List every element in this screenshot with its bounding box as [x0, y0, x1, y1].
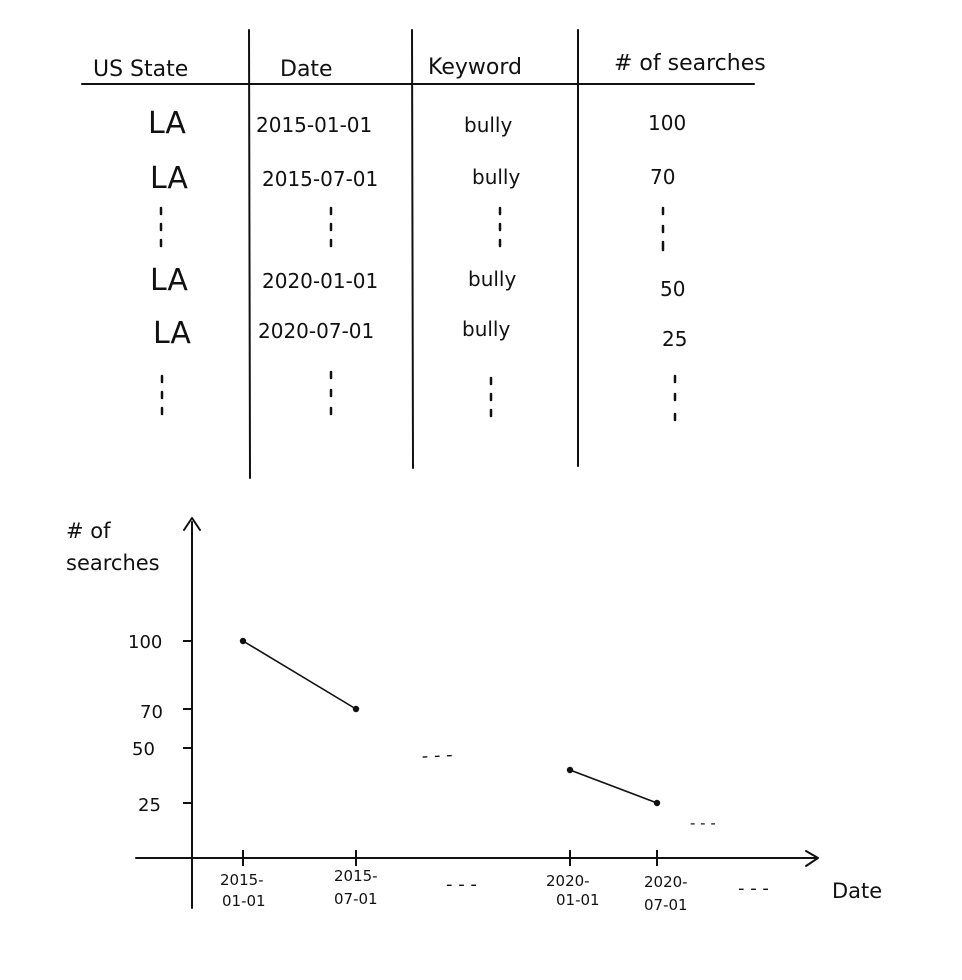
table-header-us-state: US State: [93, 57, 188, 82]
y-tick-label: 70: [140, 702, 163, 723]
chart-ellipsis: - - -: [738, 878, 769, 899]
x-axis-label: Date: [832, 879, 882, 903]
x-tick-label: 2020-: [644, 873, 688, 891]
y-axis-arrow-icon: [183, 517, 201, 531]
table-cell-state: LA: [150, 263, 188, 298]
table-column-divider: [411, 29, 414, 469]
series-line-segment: [242, 640, 357, 710]
y-tick-label: 25: [138, 795, 161, 816]
table-cell-state: LA: [150, 161, 188, 196]
data-table: US State Date Keyword # of searches LA 2…: [81, 29, 766, 479]
x-ticks: [242, 850, 658, 866]
table-ellipsis-row: [160, 370, 677, 422]
series-line-segment: [569, 769, 658, 804]
table-cell-searches: 100: [648, 111, 686, 135]
x-tick-label: 2020-: [546, 872, 590, 890]
x-tick-label: 2015-: [334, 867, 378, 885]
table-column-divider: [248, 29, 251, 479]
table-cell-searches: 70: [650, 165, 675, 189]
x-tick-label: 07-01: [644, 896, 688, 914]
chart-marks: [239, 637, 661, 807]
y-tick-label: 100: [128, 632, 162, 653]
chart-ellipsis: - - -: [421, 744, 453, 767]
y-ticks: [183, 640, 192, 804]
table-cell-date: 2020-01-01: [262, 269, 378, 293]
data-point: [239, 637, 247, 645]
table-cell-searches: 50: [660, 277, 685, 301]
table-cell-keyword: bully: [462, 317, 510, 341]
y-tick-label: 50: [132, 739, 155, 760]
table-cell-searches: 25: [662, 327, 687, 351]
table-header-date: Date: [280, 57, 333, 82]
table-cell-keyword: bully: [468, 267, 516, 291]
y-axis-label: # of: [66, 519, 111, 543]
x-tick-label: 07-01: [334, 890, 378, 908]
table-cell-date: 2020-07-01: [258, 319, 374, 343]
table-cell-keyword: bully: [472, 165, 520, 189]
line-chart: # of searches Date 100 70 50 25 2015- 01…: [66, 517, 882, 914]
table-cell-state: LA: [148, 106, 186, 141]
chart-ellipsis: - - -: [690, 814, 716, 832]
data-point: [352, 705, 360, 713]
table-header-keyword: Keyword: [428, 55, 522, 80]
y-axis-label: searches: [66, 551, 160, 575]
chart-ellipsis: - - -: [446, 874, 477, 895]
x-tick-label: 2015-: [220, 871, 264, 889]
x-axis-arrow-icon: [805, 850, 819, 867]
table-cell-date: 2015-01-01: [256, 113, 372, 137]
data-point: [653, 799, 661, 807]
table-ellipsis-row: [159, 206, 665, 252]
x-tick-label: 01-01: [222, 892, 266, 910]
table-cell-state: LA: [153, 316, 191, 351]
table-cell-date: 2015-07-01: [262, 167, 378, 191]
table-header-searches: # of searches: [614, 51, 766, 76]
x-tick-label: 01-01: [556, 891, 600, 909]
data-point: [566, 766, 574, 774]
table-cell-keyword: bully: [464, 113, 512, 137]
